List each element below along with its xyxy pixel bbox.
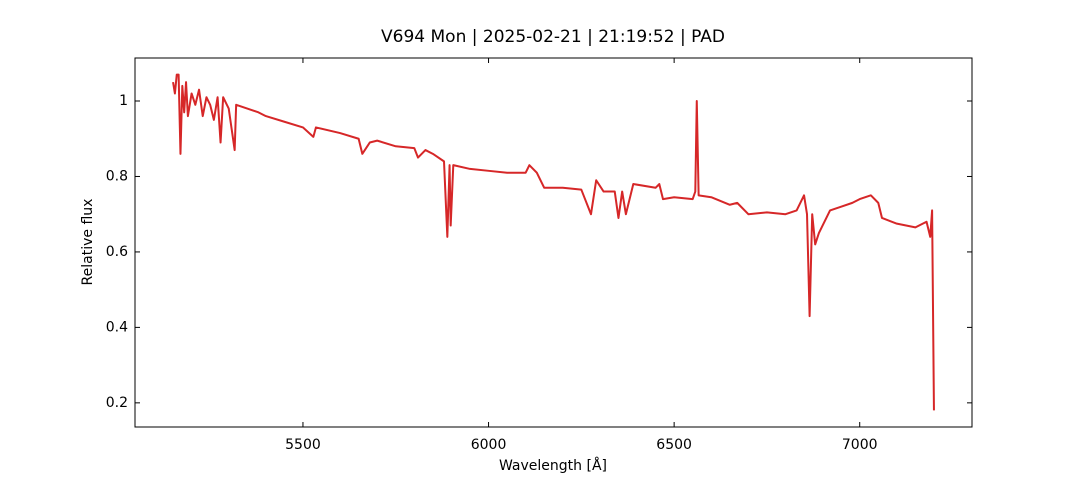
- y-tick-label: 0.8: [106, 168, 128, 184]
- y-tick-label: 0.6: [106, 244, 128, 260]
- chart-title: V694 Mon | 2025-02-21 | 21:19:52 | PAD: [381, 27, 725, 47]
- y-tick-label: 1: [119, 93, 128, 109]
- x-tick-label: 5500: [285, 437, 321, 453]
- y-axis-label: Relative flux: [80, 199, 96, 286]
- x-axis-label: Wavelength [Å]: [499, 457, 607, 474]
- x-tick-label: 6500: [656, 437, 692, 453]
- y-tick-label: 0.2: [106, 395, 128, 411]
- x-tick-label: 7000: [842, 437, 878, 453]
- x-tick-label: 6000: [471, 437, 507, 453]
- plot-frame: [134, 57, 973, 428]
- spectrum-line: [172, 73, 935, 411]
- y-tick-label: 0.4: [106, 319, 128, 335]
